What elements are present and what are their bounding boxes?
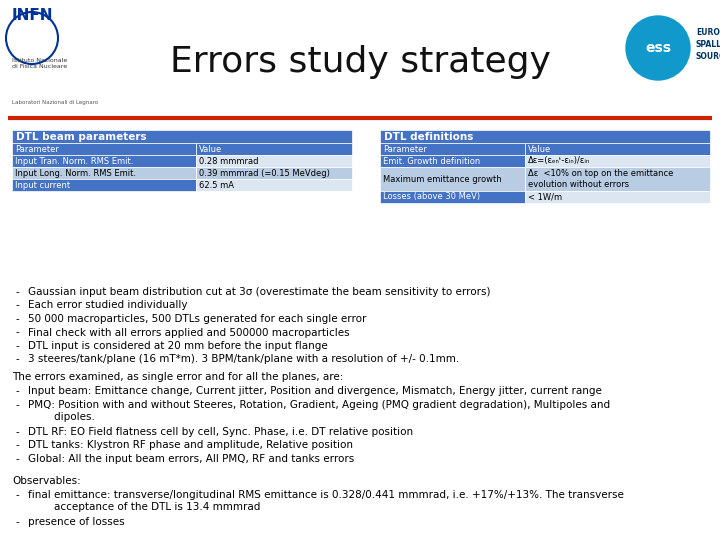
Text: Δε  <10% on top on the emittance
evolution without errors: Δε <10% on top on the emittance evolutio… [528, 170, 674, 188]
Text: Observables:: Observables: [12, 476, 81, 485]
Bar [525, 143, 710, 155]
Bar [196, 143, 352, 155]
Text: INFN: INFN [12, 8, 53, 23]
Bar [525, 167, 710, 191]
Text: -: - [16, 400, 19, 410]
Bar [12, 155, 196, 167]
Bar [196, 155, 352, 167]
Text: PMQ: Position with and without Steeres, Rotation, Gradient, Ageing (PMQ gradient: PMQ: Position with and without Steeres, … [28, 400, 610, 422]
Text: Maximum emittance growth: Maximum emittance growth [383, 174, 502, 184]
Text: The errors examined, as single error and for all the planes, are:: The errors examined, as single error and… [12, 372, 343, 382]
Text: presence of losses: presence of losses [28, 517, 125, 527]
Text: DTL input is considered at 20 mm before the input flange: DTL input is considered at 20 mm before … [28, 341, 328, 351]
Bar [380, 191, 525, 203]
Text: Input current: Input current [15, 180, 70, 190]
Text: -: - [16, 287, 19, 297]
Text: final emittance: transverse/longitudinal RMS emittance is 0.328/0.441 mmmrad, i.: final emittance: transverse/longitudinal… [28, 490, 624, 511]
Text: EUROPEAN
SPALLATION
SOURCE: EUROPEAN SPALLATION SOURCE [696, 28, 720, 60]
Text: ess: ess [645, 41, 671, 55]
Bar [380, 130, 710, 143]
Text: 0.28 mmmrad: 0.28 mmmrad [199, 157, 258, 165]
Bar [525, 191, 710, 203]
Text: 62.5 mA: 62.5 mA [199, 180, 233, 190]
Text: Δε=(εₑₙᵗ-εᵢₙ)/εᵢₙ: Δε=(εₑₙᵗ-εᵢₙ)/εᵢₙ [528, 157, 590, 165]
Text: DTL RF: EO Field flatness cell by cell, Sync. Phase, i.e. DT relative position: DTL RF: EO Field flatness cell by cell, … [28, 427, 413, 437]
Text: Gaussian input beam distribution cut at 3σ (overestimate the beam sensitivity to: Gaussian input beam distribution cut at … [28, 287, 490, 297]
Text: Parameter: Parameter [383, 145, 427, 153]
Text: -: - [16, 517, 19, 527]
Text: Global: All the input beam errors, All PMQ, RF and tanks errors: Global: All the input beam errors, All P… [28, 454, 354, 464]
Text: Losses (above 30 MeV): Losses (above 30 MeV) [383, 192, 480, 201]
Text: DTL definitions: DTL definitions [384, 132, 473, 141]
Text: -: - [16, 300, 19, 310]
Bar [12, 130, 352, 143]
Text: Parameter: Parameter [15, 145, 59, 153]
Text: DTL tanks: Klystron RF phase and amplitude, Relative position: DTL tanks: Klystron RF phase and amplitu… [28, 441, 353, 450]
Bar [380, 143, 525, 155]
Bar [380, 167, 525, 191]
Text: -: - [16, 314, 19, 324]
Text: -: - [16, 354, 19, 364]
Text: -: - [16, 387, 19, 396]
Text: Istituto Nazionale
di Fisica Nucleare: Istituto Nazionale di Fisica Nucleare [12, 58, 67, 69]
Text: -: - [16, 490, 19, 500]
Text: Laboratori Nazionali di Legnaro: Laboratori Nazionali di Legnaro [12, 100, 98, 105]
Text: 3 steeres/tank/plane (16 mT*m). 3 BPM/tank/plane with a resolution of +/- 0.1mm.: 3 steeres/tank/plane (16 mT*m). 3 BPM/ta… [28, 354, 459, 364]
Text: Input beam: Emittance change, Current jitter, Position and divergence, Mismatch,: Input beam: Emittance change, Current ji… [28, 387, 602, 396]
Text: DTL beam parameters: DTL beam parameters [16, 132, 147, 141]
Text: -: - [16, 454, 19, 464]
Text: Value: Value [528, 145, 552, 153]
Bar [12, 167, 196, 179]
Text: Emit. Growth definition: Emit. Growth definition [383, 157, 480, 165]
Bar [12, 179, 196, 191]
Bar [12, 143, 196, 155]
Text: < 1W/m: < 1W/m [528, 192, 562, 201]
Text: 0.39 mmmrad (=0.15 MeVdeg): 0.39 mmmrad (=0.15 MeVdeg) [199, 168, 330, 178]
Circle shape [626, 16, 690, 80]
Text: Errors study strategy: Errors study strategy [170, 45, 550, 79]
Text: -: - [16, 441, 19, 450]
Text: 50 000 macroparticles, 500 DTLs generated for each single error: 50 000 macroparticles, 500 DTLs generate… [28, 314, 366, 324]
Bar [196, 167, 352, 179]
Bar [196, 179, 352, 191]
Text: Input Long. Norm. RMS Emit.: Input Long. Norm. RMS Emit. [15, 168, 136, 178]
Text: Each error studied individually: Each error studied individually [28, 300, 187, 310]
Bar [525, 155, 710, 167]
Text: -: - [16, 327, 19, 338]
Bar [380, 155, 525, 167]
Text: -: - [16, 427, 19, 437]
Text: Input Tran. Norm. RMS Emit.: Input Tran. Norm. RMS Emit. [15, 157, 133, 165]
Text: Final check with all errors applied and 500000 macroparticles: Final check with all errors applied and … [28, 327, 350, 338]
Text: -: - [16, 341, 19, 351]
Text: Value: Value [199, 145, 222, 153]
